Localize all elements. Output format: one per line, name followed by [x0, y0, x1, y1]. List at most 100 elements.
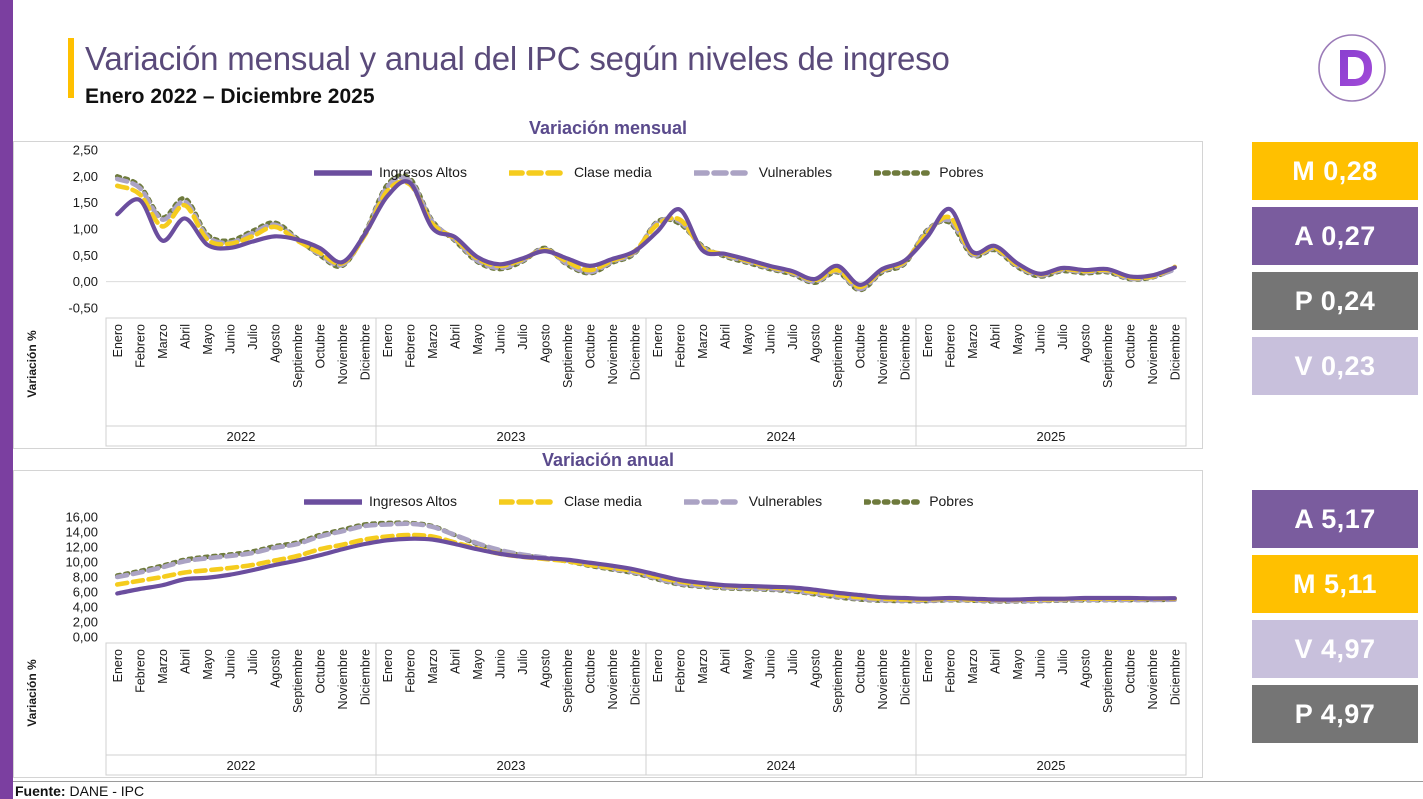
annual-chart-panel: Variación % Ingresos Altos Clase media Vul… [13, 470, 1203, 778]
svg-text:Junio: Junio [763, 324, 777, 354]
svg-text:2024: 2024 [767, 758, 796, 773]
svg-text:Septiembre: Septiembre [291, 324, 305, 388]
footer-value: DANE - IPC [65, 783, 145, 799]
svg-text:16,00: 16,00 [65, 510, 98, 525]
svg-text:Agosto: Agosto [538, 649, 552, 688]
legend-label: Ingresos Altos [379, 164, 467, 180]
legend-item-vulnerables: Vulnerables [692, 164, 833, 180]
annual-chart-title: Variación anual [541, 450, 675, 470]
monthly-badge-3: V 0,23 [1252, 337, 1418, 395]
svg-text:Diciembre: Diciembre [898, 649, 912, 705]
svg-text:12,00: 12,00 [65, 540, 98, 555]
page-subtitle: Enero 2022 – Diciembre 2025 [85, 85, 375, 108]
svg-text:Febrero: Febrero [133, 649, 147, 693]
svg-text:Enero: Enero [111, 324, 125, 357]
legend-label: Vulnerables [758, 164, 833, 180]
svg-text:2023: 2023 [497, 429, 526, 444]
legend-label: Clase media [563, 493, 642, 509]
svg-text:Abril: Abril [448, 649, 462, 674]
svg-text:Octubre: Octubre [313, 324, 327, 369]
legend-item-ingresos-altos: Ingresos Altos [302, 493, 457, 509]
svg-text:2022: 2022 [227, 429, 256, 444]
svg-text:Agosto: Agosto [268, 324, 282, 363]
svg-text:-0,50: -0,50 [68, 301, 98, 316]
badge-label: P 4,97 [1294, 698, 1376, 729]
svg-text:Mayo: Mayo [201, 324, 215, 355]
svg-text:Noviembre: Noviembre [876, 324, 890, 384]
legend-label: Pobres [939, 164, 984, 180]
svg-text:0,50: 0,50 [73, 248, 98, 263]
svg-text:Enero: Enero [921, 649, 935, 682]
svg-text:Octubre: Octubre [853, 324, 867, 369]
svg-text:Julio: Julio [516, 324, 530, 350]
svg-text:2023: 2023 [497, 758, 526, 773]
annual-badge-0: A 5,17 [1252, 490, 1418, 548]
monthly-chart-panel: Variación % Ingresos Altos Clase media Vul… [13, 141, 1203, 449]
monthly-chart-title: Variación mensual [528, 118, 688, 138]
legend-swatch-icon [872, 166, 934, 178]
svg-text:Febrero: Febrero [943, 649, 957, 693]
svg-text:8,00: 8,00 [73, 570, 98, 585]
svg-text:Mayo: Mayo [741, 324, 755, 355]
svg-text:Marzo: Marzo [156, 649, 170, 684]
svg-text:Noviembre: Noviembre [1146, 324, 1160, 384]
svg-text:Marzo: Marzo [696, 649, 710, 684]
page-root: Variación mensual y anual del IPC según … [13, 0, 1423, 799]
svg-text:Enero: Enero [381, 324, 395, 357]
legend-item-vulnerables: Vulnerables [682, 493, 823, 509]
svg-text:Junio: Junio [493, 649, 507, 679]
svg-text:Marzo: Marzo [426, 324, 440, 359]
svg-text:Abril: Abril [718, 324, 732, 349]
svg-text:0,00: 0,00 [73, 274, 98, 289]
svg-text:Julio: Julio [516, 649, 530, 675]
svg-text:Diciembre: Diciembre [1168, 324, 1182, 380]
legend-swatch-icon [862, 495, 924, 507]
badge-label: M 0,28 [1292, 155, 1378, 186]
svg-text:Julio: Julio [786, 649, 800, 675]
svg-text:Septiembre: Septiembre [1101, 649, 1115, 713]
annual-chart-plot: 16,0014,0012,0010,008,006,004,002,000,00… [65, 510, 1187, 776]
monthly-y-axis-title: Variación % [25, 330, 39, 398]
svg-text:Septiembre: Septiembre [831, 324, 845, 388]
legend-label: Vulnerables [748, 493, 823, 509]
monthly-badge-2: P 0,24 [1252, 272, 1418, 330]
svg-text:Marzo: Marzo [426, 649, 440, 684]
svg-text:Octubre: Octubre [1123, 324, 1137, 369]
svg-text:Noviembre: Noviembre [1146, 649, 1160, 709]
svg-text:Febrero: Febrero [673, 324, 687, 368]
page-title: Variación mensual y anual del IPC según … [85, 40, 950, 77]
svg-text:Febrero: Febrero [943, 324, 957, 368]
legend-item-clase-media: Clase media [497, 493, 642, 509]
annual-badge-2: V 4,97 [1252, 620, 1418, 678]
legend-swatch-icon [497, 495, 559, 507]
legend-swatch-icon [682, 495, 744, 507]
svg-text:2025: 2025 [1037, 429, 1066, 444]
svg-text:Febrero: Febrero [673, 649, 687, 693]
svg-text:Julio: Julio [786, 324, 800, 350]
svg-text:Mayo: Mayo [741, 649, 755, 680]
legend-swatch-icon [302, 495, 364, 507]
svg-text:Julio: Julio [246, 649, 260, 675]
legend-swatch-icon [507, 166, 569, 178]
legend-item-ingresos-altos: Ingresos Altos [312, 164, 467, 180]
svg-text:Diciembre: Diciembre [358, 649, 372, 705]
legend-swatch-icon [692, 166, 754, 178]
svg-text:Enero: Enero [921, 324, 935, 357]
svg-text:Julio: Julio [1056, 324, 1070, 350]
svg-text:Noviembre: Noviembre [606, 324, 620, 384]
svg-text:Enero: Enero [651, 649, 665, 682]
footer-source: Fuente: DANE - IPC [15, 783, 144, 799]
svg-text:Diciembre: Diciembre [1168, 649, 1182, 705]
svg-text:0,00: 0,00 [73, 630, 98, 645]
legend-item-clase-media: Clase media [507, 164, 652, 180]
annual-badge-3: P 4,97 [1252, 685, 1418, 743]
svg-text:Marzo: Marzo [966, 649, 980, 684]
svg-text:Enero: Enero [381, 649, 395, 682]
svg-text:Septiembre: Septiembre [1101, 324, 1115, 388]
svg-text:Agosto: Agosto [808, 324, 822, 363]
svg-text:Mayo: Mayo [201, 649, 215, 680]
svg-text:Junio: Junio [1033, 649, 1047, 679]
left-accent-rail [0, 0, 13, 799]
svg-text:Octubre: Octubre [583, 324, 597, 369]
svg-text:Septiembre: Septiembre [291, 649, 305, 713]
